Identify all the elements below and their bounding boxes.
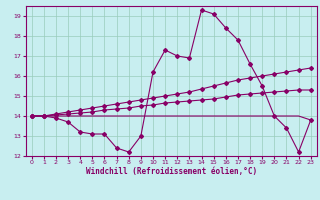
X-axis label: Windchill (Refroidissement éolien,°C): Windchill (Refroidissement éolien,°C) xyxy=(86,167,257,176)
